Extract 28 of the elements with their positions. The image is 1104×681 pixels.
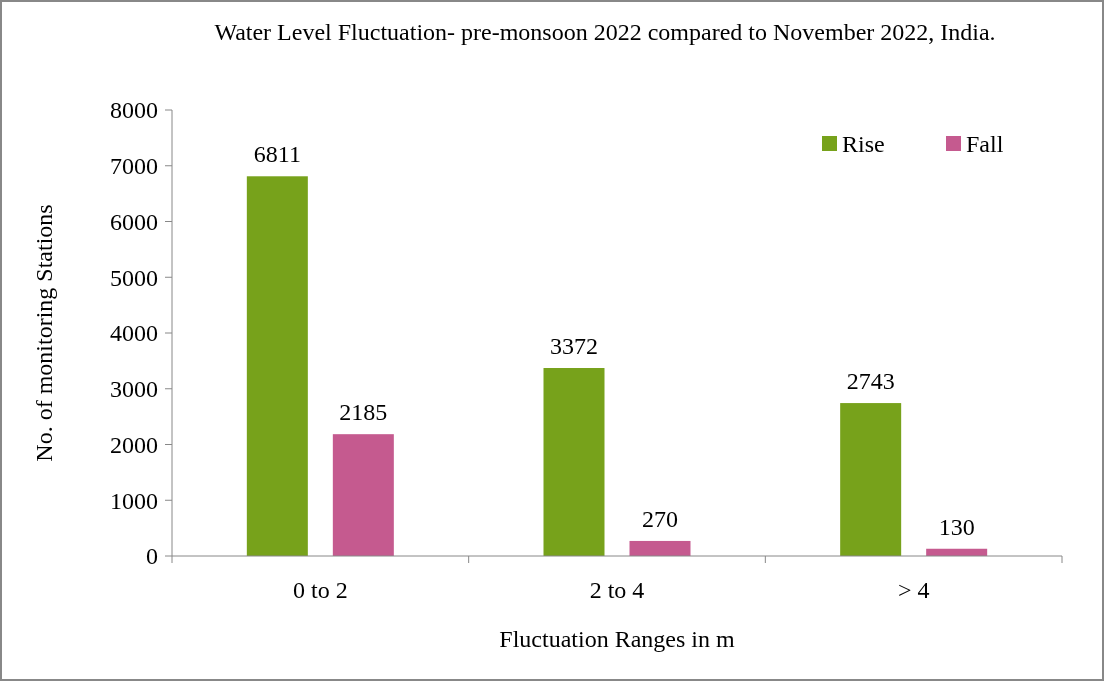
bar (543, 368, 605, 556)
y-tick-label: 5000 (110, 264, 158, 291)
data-label: 2185 (339, 399, 388, 426)
legend-label: Fall (966, 131, 1004, 158)
y-tick-label: 6000 (110, 208, 158, 235)
y-axis-title: No. of monitoring Stations (31, 204, 57, 462)
chart-title: Water Level Fluctuation- pre-monsoon 2022 compared to November 2022, India. (214, 19, 996, 45)
x-tick-label: 0 to 2 (293, 577, 348, 603)
x-tick-label: 2 to 4 (589, 577, 645, 603)
y-tick-label: 0 (146, 543, 158, 570)
bar (332, 434, 394, 556)
y-tick-label: 2000 (110, 431, 158, 458)
data-label: 270 (642, 505, 678, 532)
y-tick-label: 4000 (110, 320, 158, 347)
bar (840, 403, 902, 556)
y-tick-label: 8000 (110, 97, 158, 124)
bar (246, 176, 308, 556)
x-tick-label: > 4 (897, 577, 930, 603)
legend-label: Rise (842, 131, 885, 158)
y-tick-label: 1000 (110, 487, 158, 514)
data-label: 130 (938, 513, 975, 540)
data-label: 3372 (550, 333, 598, 360)
bar (629, 540, 691, 556)
x-axis-title: Fluctuation Ranges in m (499, 626, 735, 652)
y-tick-label: 7000 (110, 153, 158, 180)
y-tick-label: 3000 (110, 376, 158, 403)
data-label: 6811 (253, 141, 301, 168)
data-label: 2743 (846, 368, 895, 395)
